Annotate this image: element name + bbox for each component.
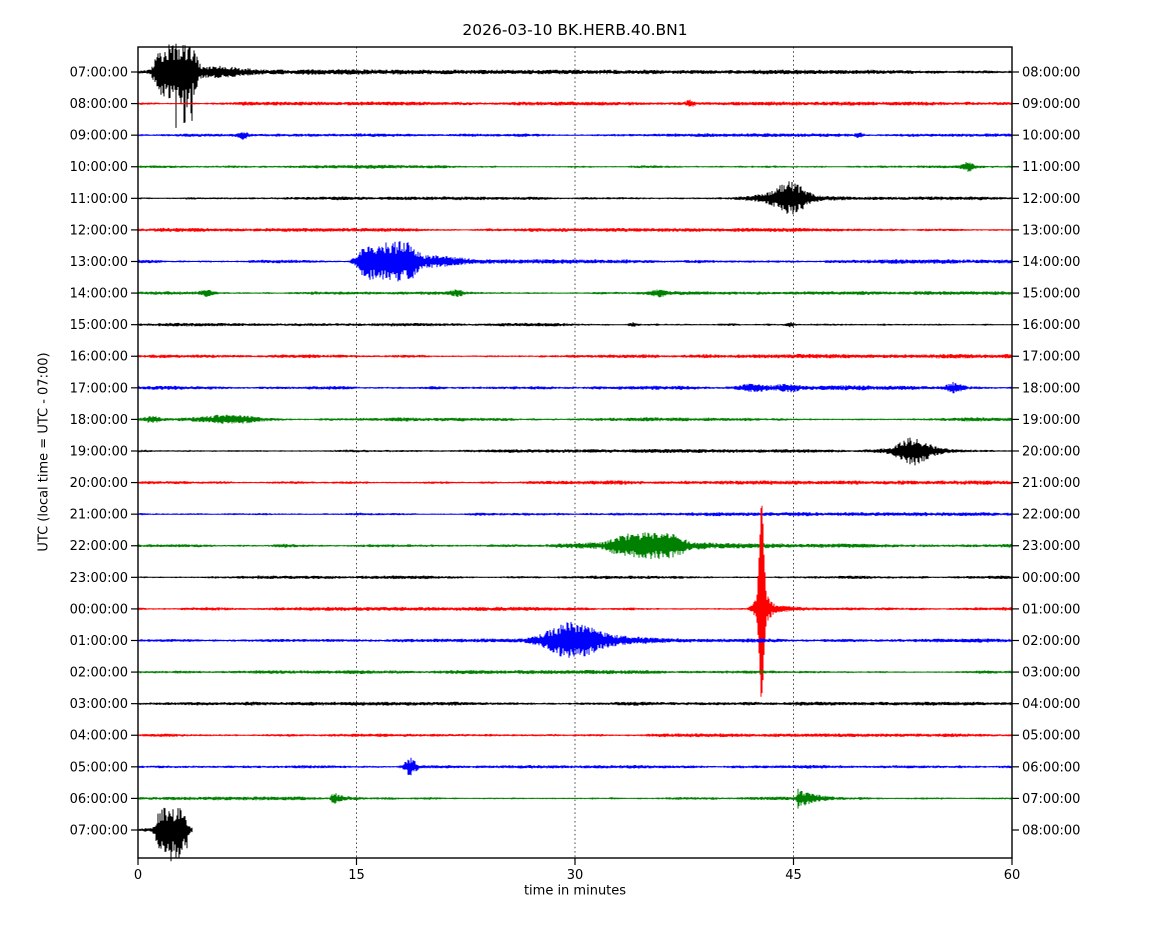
right-time-label: 04:00:00 (1022, 697, 1080, 712)
left-time-label: 00:00:00 (70, 602, 128, 617)
left-time-label: 22:00:00 (70, 539, 128, 554)
left-time-label: 09:00:00 (70, 129, 128, 144)
x-tick-label: 15 (348, 868, 365, 883)
trace-row-7 (137, 289, 1013, 298)
x-tick-label: 0 (134, 868, 142, 883)
trace-row-21 (137, 733, 1013, 738)
right-time-label: 13:00:00 (1022, 223, 1080, 238)
left-time-label: 02:00:00 (70, 666, 128, 681)
right-time-label: 03:00:00 (1022, 666, 1080, 681)
left-time-label: 07:00:00 (70, 66, 128, 81)
right-time-label: 17:00:00 (1022, 350, 1080, 365)
left-time-label: 06:00:00 (70, 792, 128, 807)
right-time-label: 12:00:00 (1022, 192, 1080, 207)
trace-row-18 (137, 622, 1013, 658)
right-time-label: 06:00:00 (1022, 760, 1080, 775)
trace-row-24 (137, 807, 193, 862)
right-time-label: 22:00:00 (1022, 508, 1080, 523)
left-time-label: 21:00:00 (70, 508, 128, 523)
left-time-label: 20:00:00 (70, 476, 128, 491)
x-axis-label: time in minutes (523, 883, 627, 899)
left-time-label: 08:00:00 (70, 97, 128, 112)
left-time-label: 12:00:00 (70, 223, 128, 238)
y-axis-label: UTC (local time = UTC - 07:00) (36, 352, 52, 552)
left-time-label: 05:00:00 (70, 760, 128, 775)
plot-title: 2026-03-10 BK.HERB.40.BN1 (462, 21, 688, 39)
right-time-label: 18:00:00 (1022, 381, 1080, 396)
left-time-label: 14:00:00 (70, 287, 128, 302)
left-time-label: 17:00:00 (70, 381, 128, 396)
trace-row-1 (137, 99, 1013, 107)
right-time-label: 09:00:00 (1022, 97, 1080, 112)
right-time-label: 21:00:00 (1022, 476, 1080, 491)
right-time-label: 10:00:00 (1022, 129, 1080, 144)
right-time-label: 07:00:00 (1022, 792, 1080, 807)
right-time-label: 14:00:00 (1022, 255, 1080, 270)
trace-row-19 (137, 670, 1013, 675)
right-time-label: 05:00:00 (1022, 729, 1080, 744)
left-time-label: 07:00:00 (70, 823, 128, 838)
right-time-label: 20:00:00 (1022, 444, 1080, 459)
left-time-label: 15:00:00 (70, 318, 128, 333)
right-time-label: 11:00:00 (1022, 160, 1080, 175)
right-time-label: 01:00:00 (1022, 602, 1080, 617)
trace-row-22 (137, 757, 1013, 776)
left-time-label: 01:00:00 (70, 634, 128, 649)
left-time-label: 13:00:00 (70, 255, 128, 270)
left-time-label: 04:00:00 (70, 729, 128, 744)
left-time-label: 16:00:00 (70, 350, 128, 365)
right-time-label: 08:00:00 (1022, 66, 1080, 81)
right-time-label: 16:00:00 (1022, 318, 1080, 333)
left-time-label: 10:00:00 (70, 160, 128, 175)
right-time-label: 00:00:00 (1022, 571, 1080, 586)
right-time-label: 08:00:00 (1022, 823, 1080, 838)
trace-row-13 (137, 480, 1013, 485)
x-tick-label: 30 (567, 868, 584, 883)
right-time-label: 02:00:00 (1022, 634, 1080, 649)
x-tick-label: 45 (785, 868, 802, 883)
left-time-label: 23:00:00 (70, 571, 128, 586)
right-time-label: 23:00:00 (1022, 539, 1080, 554)
trace-row-4 (137, 181, 1013, 215)
right-time-label: 15:00:00 (1022, 287, 1080, 302)
left-time-label: 18:00:00 (70, 413, 128, 428)
left-time-label: 19:00:00 (70, 444, 128, 459)
x-tick-label: 60 (1004, 868, 1021, 883)
left-time-label: 11:00:00 (70, 192, 128, 207)
right-time-label: 19:00:00 (1022, 413, 1080, 428)
left-time-label: 03:00:00 (70, 697, 128, 712)
